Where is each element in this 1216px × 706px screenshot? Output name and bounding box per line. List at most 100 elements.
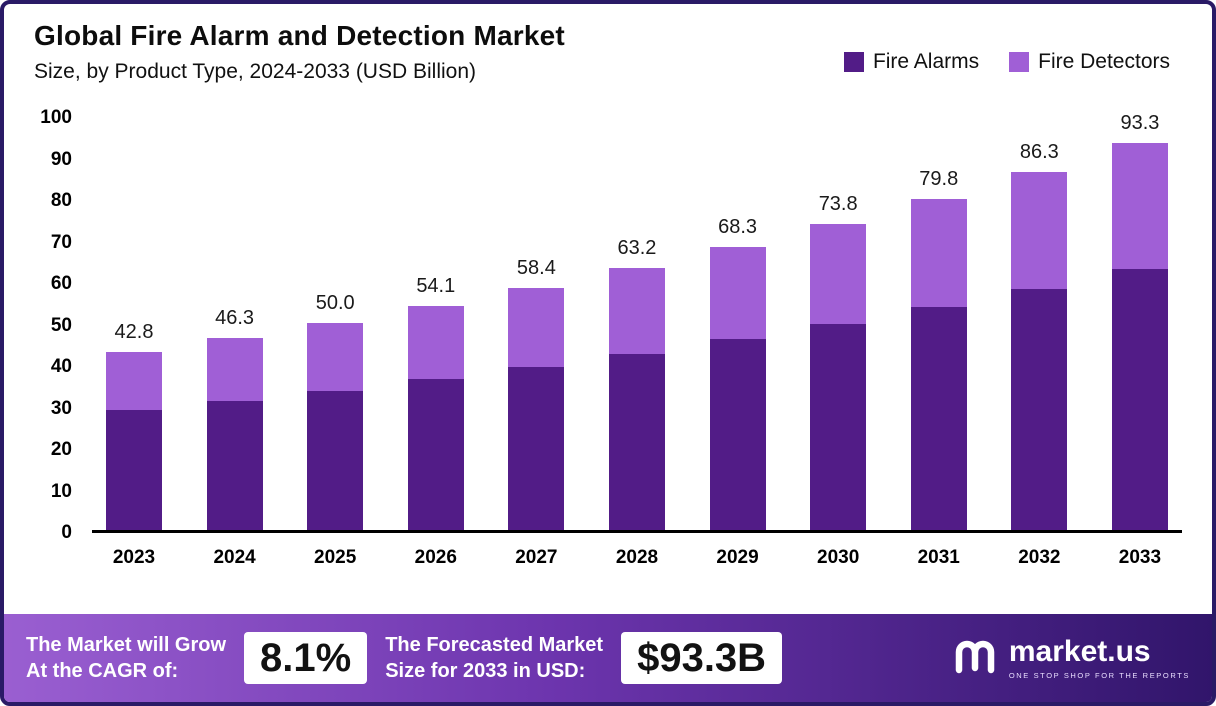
legend-item-fire-alarms: Fire Alarms [843,50,980,74]
fire-detectors-swatch [1009,52,1030,72]
bar-column: 42.8 [106,321,162,530]
bar-segment-fire-detectors [1011,171,1068,289]
bar-segment-fire-detectors [910,198,967,308]
bar-segment-fire-detectors [407,305,464,379]
x-axis-label: 2033 [1118,547,1162,568]
bar-segment-fire-alarms [206,400,263,530]
bar-stack [810,223,867,530]
bar-segment-fire-detectors [307,322,364,391]
bar-column: 93.3 [1111,111,1168,530]
bar-segment-fire-detectors [608,267,665,354]
bar-total-label: 54.1 [416,274,456,297]
bar-segment-fire-alarms [1111,269,1168,530]
bar-segment-fire-alarms [1011,288,1068,530]
y-axis: 0 10 20 30 40 50 60 70 80 90 100 [24,107,76,543]
bar-stack [106,352,162,530]
cagr-label: The Market will Grow At the CAGR of: [26,634,227,682]
x-axis-label: 2026 [414,547,457,568]
bar-stack [608,267,665,530]
bar-stack [206,337,263,530]
bar-total-label: 73.8 [818,192,858,215]
bar-stack [1011,171,1068,530]
bar-column: 79.8 [910,167,967,530]
x-axis-label: 2032 [1018,547,1061,568]
x-axis-label: 2030 [817,547,860,568]
bar-segment-fire-alarms [910,307,967,530]
y-tick-label: 70 [50,231,72,253]
bar-segment-fire-alarms [709,339,766,530]
bar-column: 73.8 [810,192,867,530]
legend: Fire Alarms Fire Detectors [843,50,1170,74]
fire-alarms-swatch [843,52,864,72]
bar-segment-fire-detectors [106,352,162,411]
bar-segment-fire-alarms [508,366,565,530]
bars-row: 42.8 46.3 50.0 54.1 58.4 63.2 68.3 73.8 79.8 86.3… [92,112,1182,533]
y-tick-label: 40 [50,356,72,377]
bar-segment-fire-alarms [307,390,364,530]
footer-banner: The Market will Grow At the CAGR of: 8.1… [4,614,1212,702]
bar-segment-fire-alarms [608,353,665,530]
y-tick-label: 30 [50,397,72,419]
bar-segment-fire-alarms [407,378,464,530]
marketus-logo: market.us ONE STOP SHOP FOR THE REPORTS [951,632,1190,685]
cagr-value: 8.1% [244,632,368,684]
forecast-label: The Forecasted Market Size for 2033 in U… [385,634,604,682]
bar-total-label: 93.3 [1120,111,1160,134]
bar-column: 68.3 [709,215,766,530]
bar-total-label: 63.2 [617,236,657,259]
bar-segment-fire-detectors [810,223,867,325]
bar-segment-fire-detectors [1111,142,1168,270]
bar-stack [1111,142,1168,530]
y-tick-label: 100 [40,107,72,128]
x-axis-label: 2027 [515,547,558,568]
y-tick-label: 20 [50,439,72,460]
x-axis-label: 2031 [917,547,960,568]
bar-column: 86.3 [1011,140,1068,530]
bar-stack [709,246,766,530]
bar-column: 63.2 [608,236,665,530]
header: Global Fire Alarm and Detection Market S… [4,4,1212,84]
y-tick-label: 60 [50,273,72,294]
bar-total-label: 42.8 [114,321,154,344]
stacked-bar-chart: 0 10 20 30 40 50 60 70 80 90 100 42.8 46.3 50.0 54.1 5… [4,107,1212,569]
bar-total-label: 86.3 [1019,140,1059,163]
brand-tagline: ONE STOP SHOP FOR THE REPORTS [1008,670,1190,680]
x-axis-label: 2029 [716,547,759,568]
bar-total-label: 68.3 [718,215,758,238]
bar-segment-fire-detectors [508,287,565,367]
x-axis-label: 2023 [112,547,156,568]
marketus-logo-icon [951,632,999,685]
x-axis-label: 2025 [314,547,357,568]
bar-stack [508,287,565,530]
chart-subtitle: Size, by Product Type, 2024-2033 (USD Bi… [34,60,477,83]
bar-stack [407,305,464,530]
forecast-value: $93.3B [621,632,783,684]
chart-title: Global Fire Alarm and Detection Market [34,20,565,51]
y-tick-label: 10 [50,480,72,502]
bar-total-label: 46.3 [215,306,255,329]
bar-column: 46.3 [206,306,263,530]
y-tick-label: 0 [61,522,72,543]
bar-stack [307,322,364,530]
y-tick-label: 80 [50,190,72,211]
bar-segment-fire-detectors [709,246,766,340]
bar-stack [910,198,967,530]
legend-label-fire-detectors: Fire Detectors [1038,50,1170,73]
bar-segment-fire-detectors [206,337,263,401]
plot-area: 42.8 46.3 50.0 54.1 58.4 63.2 68.3 73.8 79.8 86.3… [92,112,1182,569]
bar-total-label: 58.4 [516,256,556,279]
bar-column: 54.1 [407,274,464,530]
y-tick-label: 90 [50,148,72,170]
x-axis-label: 2024 [213,547,256,568]
bar-column: 58.4 [508,256,565,530]
legend-label-fire-alarms: Fire Alarms [872,50,980,73]
x-axis-labels: 2023 2024 2025 2026 2027 2028 2029 2030 2031 2032… [92,547,1182,569]
bar-segment-fire-alarms [106,410,162,530]
bar-total-label: 79.8 [919,167,959,190]
legend-item-fire-detectors: Fire Detectors [1009,50,1170,74]
brand-name: market.us [1008,634,1151,668]
bar-total-label: 50.0 [315,291,355,314]
x-axis-label: 2028 [615,547,659,568]
bar-column: 50.0 [307,291,364,530]
